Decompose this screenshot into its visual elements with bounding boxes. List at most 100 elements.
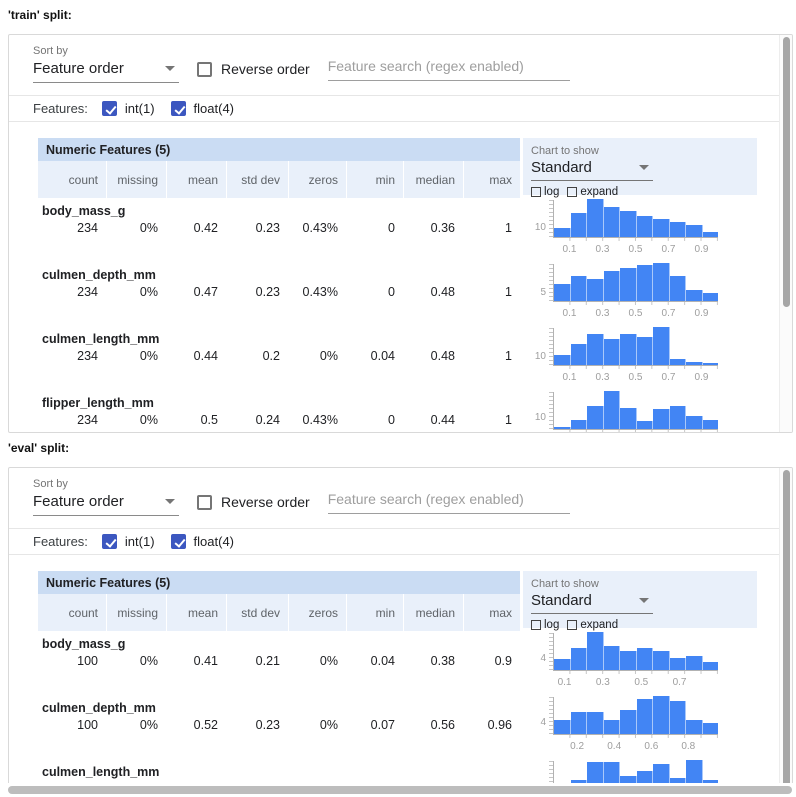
features-label: Features: bbox=[33, 101, 88, 116]
feature-stats: 100 0% 0.41 0.21 0% 0.04 0.38 0.9 bbox=[38, 654, 520, 668]
stat-value: 0.47 bbox=[193, 285, 218, 299]
stat-value: 0.04 bbox=[370, 654, 395, 668]
sort-by-control: Sort by Feature order bbox=[33, 45, 179, 83]
int-filter-checkbox[interactable] bbox=[101, 534, 117, 549]
stat-value: 0 bbox=[388, 221, 395, 235]
histogram-bar bbox=[570, 343, 587, 365]
log-checkbox[interactable] bbox=[531, 620, 541, 630]
numeric-features-table: Numeric Features (5) count missing mean … bbox=[38, 571, 520, 797]
reverse-order-checkbox[interactable] bbox=[197, 61, 212, 77]
feature-stats: 234 0% 0.44 0.2 0% 0.04 0.48 1 bbox=[38, 349, 520, 363]
x-axis-tick-label: 0.7 bbox=[661, 308, 676, 319]
reverse-order-checkbox[interactable] bbox=[197, 494, 212, 510]
feature-search-input[interactable] bbox=[327, 489, 570, 514]
sort-by-dropdown[interactable]: Feature order bbox=[33, 60, 179, 83]
histogram-bar bbox=[669, 657, 686, 670]
float-filter-checkbox[interactable] bbox=[170, 101, 186, 116]
table-row: flipper_length_mm 234 0% 0.5 0.24 0.43% 0 0.44 1 bbox=[38, 390, 520, 432]
log-label: log bbox=[544, 619, 560, 631]
reverse-order-control: Reverse order bbox=[197, 61, 310, 77]
histogram-bars bbox=[554, 263, 718, 301]
histogram-bars bbox=[554, 696, 718, 734]
histogram-bars bbox=[554, 391, 718, 429]
x-axis-tick-label: 0.6 bbox=[644, 741, 659, 752]
stat-value: 0.23 bbox=[255, 285, 280, 299]
int-filter-label: int(1) bbox=[124, 101, 155, 116]
log-checkbox[interactable] bbox=[531, 187, 541, 197]
vertical-scrollbar-thumb[interactable] bbox=[783, 37, 790, 307]
y-axis-tick-label: 4 bbox=[540, 653, 546, 665]
histogram-bar bbox=[554, 283, 571, 301]
int-filter-label: int(1) bbox=[124, 534, 155, 549]
histogram-bar bbox=[603, 391, 620, 429]
histogram-bar bbox=[686, 361, 703, 365]
stats-content: Numeric Features (5) count missing mean … bbox=[9, 555, 792, 797]
column-header: max bbox=[463, 594, 520, 631]
feature-filters-row: Features: int(1) float(4) bbox=[9, 95, 792, 122]
histogram-bar bbox=[702, 293, 718, 301]
x-axis-labels: 0.1 0.3 0.5 0.7 0.9 bbox=[553, 244, 718, 256]
histogram-bar bbox=[603, 338, 620, 365]
histogram-body_mass_g: 10 0.1 0.3 0.5 0.7 0.9 bbox=[523, 198, 763, 262]
expand-checkbox[interactable] bbox=[567, 187, 578, 197]
stat-value: 0.44 bbox=[193, 349, 218, 363]
histogram-bar bbox=[702, 723, 718, 734]
column-header: median bbox=[403, 594, 463, 631]
controls-row: Sort by Feature order Reverse order bbox=[9, 35, 792, 95]
x-axis-tick-label: 0.1 bbox=[562, 372, 577, 383]
histogram-plot: 4 bbox=[540, 696, 718, 738]
stat-value: 0% bbox=[139, 285, 158, 299]
column-header: zeros bbox=[288, 594, 346, 631]
float-filter-checkbox[interactable] bbox=[170, 534, 186, 549]
histogram-plot: 5 bbox=[540, 263, 718, 305]
x-axis-tick-label: 0.3 bbox=[595, 372, 610, 383]
x-axis-tick-label: 0.1 bbox=[562, 308, 577, 319]
stat-value: 0% bbox=[139, 718, 158, 732]
stats-content: Numeric Features (5) count missing mean … bbox=[9, 122, 792, 432]
expand-checkbox[interactable] bbox=[567, 620, 578, 630]
histogram-bar bbox=[603, 270, 620, 301]
feature-search-input[interactable] bbox=[327, 56, 570, 81]
histogram-bar bbox=[620, 709, 637, 734]
horizontal-scrollbar-thumb[interactable] bbox=[8, 786, 792, 794]
histogram-culmen_depth_mm: 4 0.2 0.4 0.6 0.8 bbox=[523, 695, 763, 759]
vertical-scrollbar-thumb[interactable] bbox=[783, 470, 790, 788]
numeric-features-table: Numeric Features (5) count missing mean … bbox=[38, 138, 520, 432]
x-axis-labels: 0.2 0.4 0.6 0.8 bbox=[553, 741, 718, 753]
reverse-order-control: Reverse order bbox=[197, 494, 310, 510]
sort-by-label: Sort by bbox=[33, 45, 68, 57]
column-header: count bbox=[68, 172, 98, 187]
feature-name: culmen_length_mm bbox=[42, 332, 160, 346]
stat-value: 0.36 bbox=[430, 221, 455, 235]
x-axis-labels: 0.1 0.3 0.5 0.7 bbox=[553, 677, 718, 689]
histogram-bar bbox=[653, 651, 670, 670]
histogram-bar bbox=[686, 416, 703, 429]
histogram-bar bbox=[669, 359, 686, 365]
stat-value: 234 bbox=[77, 349, 98, 363]
stat-value: 1 bbox=[505, 285, 512, 299]
stat-value: 234 bbox=[77, 413, 98, 427]
chart-type-dropdown[interactable]: Standard bbox=[531, 159, 653, 181]
x-axis-tick-label: 0.3 bbox=[595, 677, 610, 688]
histogram-bar bbox=[620, 651, 637, 670]
chart-options-row: log expand bbox=[531, 619, 757, 631]
sort-by-dropdown[interactable]: Feature order bbox=[33, 493, 179, 516]
stat-value: 0.43% bbox=[302, 221, 338, 235]
column-header: max bbox=[463, 161, 520, 198]
x-axis-tick-label: 0.1 bbox=[557, 677, 572, 688]
stat-value: 0% bbox=[319, 718, 338, 732]
histogram-bar bbox=[636, 264, 653, 301]
chart-type-dropdown[interactable]: Standard bbox=[531, 592, 653, 614]
int-filter-checkbox[interactable] bbox=[101, 101, 117, 116]
eval-split-label: 'eval' split: bbox=[8, 441, 70, 455]
histogram-bar bbox=[570, 712, 587, 734]
x-axis-tick-label: 0.7 bbox=[661, 372, 676, 383]
eval-split-panel: Sort by Feature order Reverse order Feat… bbox=[8, 467, 793, 797]
x-axis-tick-label: 0.5 bbox=[628, 308, 643, 319]
table-header-row: count missing mean std dev zeros min med… bbox=[38, 161, 520, 198]
histogram-bar bbox=[669, 221, 686, 237]
histogram-bar bbox=[620, 267, 637, 301]
stat-value: 100 bbox=[77, 654, 98, 668]
stat-value: 0% bbox=[319, 654, 338, 668]
chevron-down-icon bbox=[639, 598, 649, 603]
